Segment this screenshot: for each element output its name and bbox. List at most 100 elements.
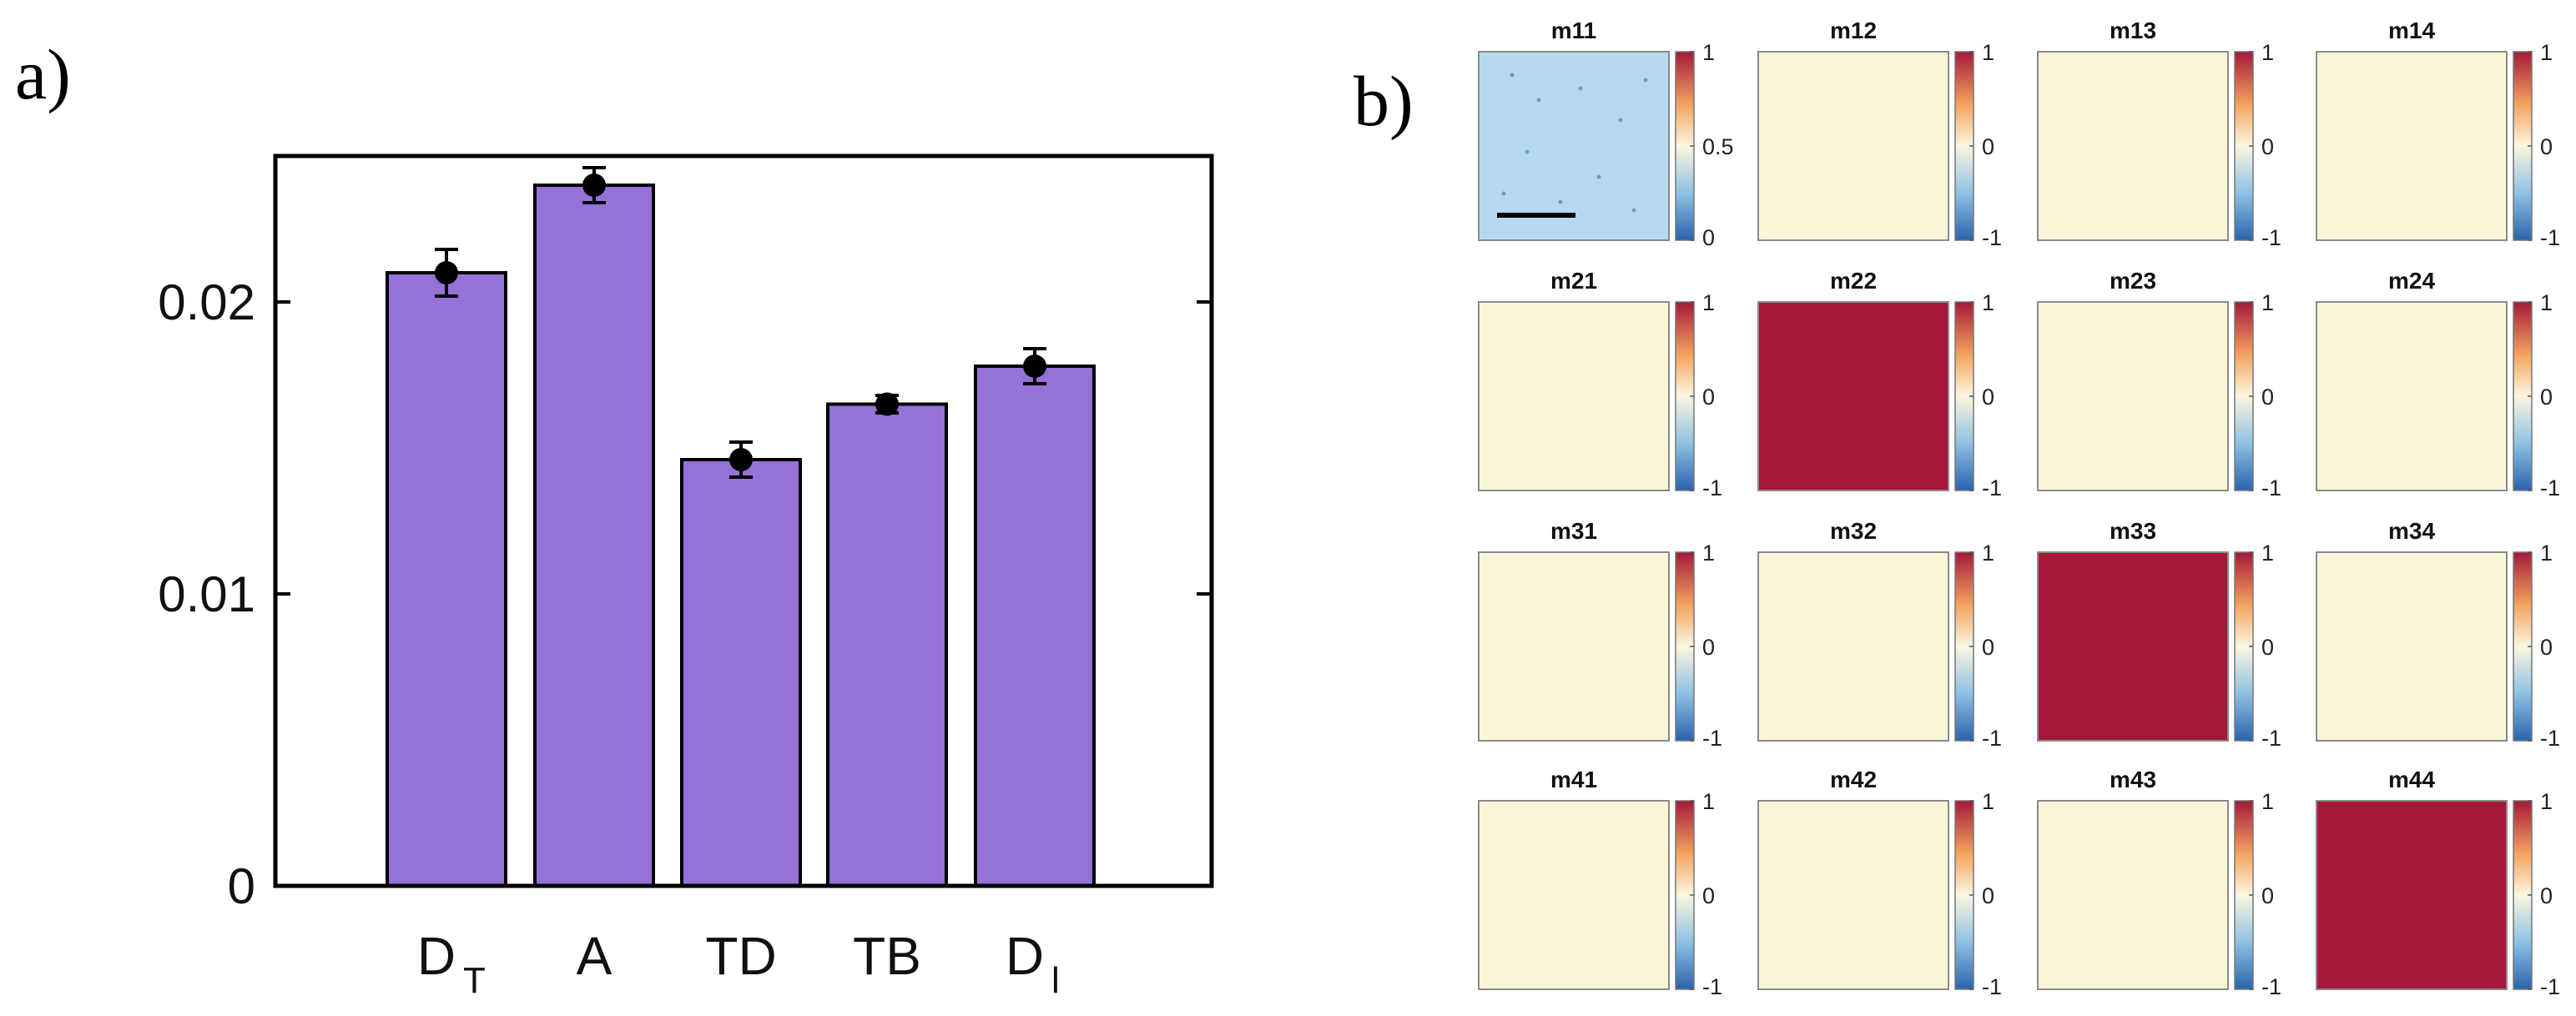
colorbar-tick-label: 1 — [1702, 789, 1715, 814]
matrix-cell-m33: m33 1 0 -1 — [2037, 518, 2281, 751]
data-point-2 — [729, 448, 753, 471]
matrix-cell-title: m32 — [1830, 518, 1877, 544]
x-tick-main: TD — [705, 926, 776, 986]
matrix-cell-image — [1757, 51, 1949, 241]
colorbar-tick-label: 1 — [1702, 40, 1715, 65]
y-tick-label: 0.02 — [158, 274, 255, 330]
colorbar-tick-label: 0 — [1702, 635, 1715, 660]
colorbar-tick-label: 0 — [1982, 385, 1994, 410]
matrix-cell-image — [2037, 800, 2229, 990]
colorbar-tick-label: 0 — [2540, 635, 2553, 660]
matrix-cell-title: m23 — [2110, 268, 2156, 294]
x-tick-main: TB — [853, 926, 921, 986]
colorbar-tick-label: 1 — [1982, 789, 1994, 814]
x-tick-main: D — [417, 926, 456, 986]
bar-3 — [826, 402, 948, 888]
matrix-cell-image — [1757, 301, 1949, 491]
colorbar-tick-label: 0 — [1702, 225, 1715, 250]
matrix-cell-m22: m22 1 0 -1 — [1757, 268, 2002, 500]
colorbar-tick-label: 0 — [2261, 883, 2274, 908]
colorbar-tick-label: 0 — [2540, 883, 2553, 908]
matrix-cell-m11: m11 1 0.5 0 — [1478, 18, 1734, 250]
matrix-cell-title: m22 — [1830, 268, 1877, 294]
colorbar-tick-label: 1 — [2540, 541, 2553, 566]
colorbar-tick-label: -1 — [1702, 726, 1722, 751]
speckle — [1643, 78, 1648, 83]
matrix-cell-m12: m12 1 0 -1 — [1757, 18, 2002, 250]
colorbar-tick-label: -1 — [2261, 475, 2281, 500]
colorbar-tick-label: 0.5 — [1702, 134, 1734, 159]
colorbar-tick-label: -1 — [1982, 726, 2002, 751]
matrix-cell-m42: m42 1 0 -1 — [1757, 767, 2002, 999]
colorbar-tick-label: 0 — [1702, 385, 1715, 410]
matrix-cell-image — [1478, 551, 1670, 742]
matrix-cell-title: m42 — [1830, 767, 1877, 792]
matrix-cell-m24: m24 1 0 -1 — [2316, 268, 2560, 500]
colorbar-tick-label: -1 — [1982, 974, 2002, 999]
colorbar-tick-label: 0 — [2261, 635, 2274, 660]
speckle — [1578, 86, 1583, 91]
speckle — [1501, 191, 1506, 196]
colorbar-tick-label: -1 — [1702, 475, 1722, 500]
x-tick-main: D — [1006, 926, 1044, 986]
matrix-cell-image — [1478, 301, 1670, 491]
matrix-cell-image — [2316, 301, 2508, 491]
colorbar-tick-label: -1 — [2540, 726, 2560, 751]
data-point-1 — [582, 174, 606, 197]
data-point-4 — [1023, 355, 1046, 378]
x-tick-subscript: T — [463, 960, 486, 1001]
matrix-cell-image — [2316, 551, 2508, 742]
colorbar-tick-label: 0 — [2540, 385, 2553, 410]
colorbar-tick-label: -1 — [2261, 726, 2281, 751]
matrix-cell-title: m31 — [1550, 518, 1597, 544]
matrix-cell-m43: m43 1 0 -1 — [2037, 767, 2281, 999]
colorbar-tick-label: 0 — [2261, 134, 2274, 159]
colorbar-tick-label: 1 — [2261, 290, 2274, 315]
bar-2 — [680, 458, 802, 888]
matrix-cell-title: m34 — [2388, 518, 2435, 544]
matrix-cell-image — [1757, 551, 1949, 742]
colorbar-tick-label: -1 — [1702, 974, 1722, 999]
colorbar-tick-label: 1 — [2540, 290, 2553, 315]
panel-b-label: b) — [1354, 61, 1414, 141]
colorbar-tick-label: 1 — [2261, 40, 2274, 65]
colorbar-tick-label: 1 — [1982, 290, 1994, 315]
colorbar-tick-label: -1 — [2261, 225, 2281, 250]
speckle — [1631, 208, 1636, 213]
colorbar-tick-label: 1 — [1982, 40, 1994, 65]
y-tick-label: 0.01 — [158, 566, 255, 622]
colorbar-tick-label: 0 — [1982, 134, 1994, 159]
colorbar-tick-label: -1 — [1982, 475, 2002, 500]
plot-frame — [273, 153, 1214, 888]
speckle — [1525, 149, 1530, 154]
colorbar-tick-label: 1 — [2261, 789, 2274, 814]
matrix-cell-m13: m13 1 0 -1 — [2037, 18, 2281, 250]
colorbar-tick-label: 0 — [2540, 134, 2553, 159]
data-point-3 — [875, 392, 899, 416]
matrix-cell-m41: m41 1 0 -1 — [1478, 767, 1722, 999]
bar-0 — [386, 271, 507, 888]
colorbar-tick-label: -1 — [2540, 475, 2560, 500]
data-point-0 — [435, 261, 458, 284]
colorbar-tick-label: 0 — [2261, 385, 2274, 410]
x-tick-label-3: TB — [853, 926, 921, 986]
matrix-cell-title: m14 — [2388, 18, 2435, 43]
colorbar-tick-label: 1 — [2540, 789, 2553, 814]
matrix-cell-image — [2037, 301, 2229, 491]
colorbar-tick-label: 1 — [1702, 290, 1715, 315]
colorbar-tick-label: 1 — [2261, 541, 2274, 566]
matrix-cell-title: m21 — [1550, 268, 1597, 294]
matrix-cell-title: m13 — [2110, 18, 2156, 43]
matrix-cell-title: m43 — [2110, 767, 2156, 792]
matrix-cell-image — [2037, 551, 2229, 742]
matrix-cell-title: m41 — [1550, 767, 1597, 792]
colorbar-tick-label: -1 — [2261, 974, 2281, 999]
colorbar-tick-label: -1 — [2540, 974, 2560, 999]
speckle — [1510, 73, 1515, 78]
colorbar-tick-label: -1 — [2540, 225, 2560, 250]
matrix-cell-m14: m14 1 0 -1 — [2316, 18, 2560, 250]
matrix-cell-m44: m44 1 0 -1 — [2316, 767, 2560, 999]
